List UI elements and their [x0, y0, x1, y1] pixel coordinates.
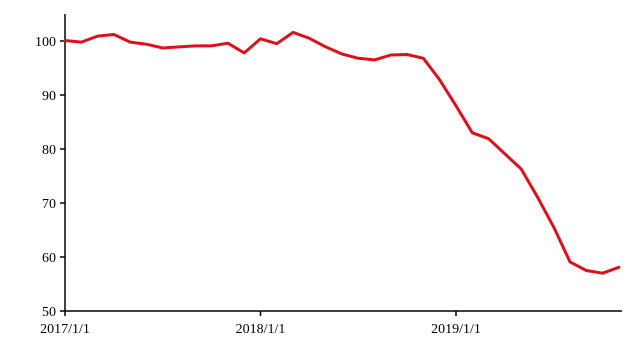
x-tick-label: 2019/1/1 — [431, 322, 481, 337]
x-axis: 2017/1/1 2018/1/1 2019/1/1 — [40, 310, 622, 337]
y-tick-label: 50 — [42, 305, 56, 320]
x-tick-label: 2018/1/1 — [236, 322, 286, 337]
series-line — [63, 30, 621, 275]
y-tick-label: 60 — [42, 251, 56, 266]
y-tick-label: 100 — [35, 35, 56, 50]
y-axis: 50 60 70 80 90 100 — [35, 14, 66, 320]
series-layer — [63, 30, 621, 275]
x-tick-label: 2017/1/1 — [40, 322, 90, 337]
y-tick-label: 80 — [42, 143, 56, 158]
y-tick-label: 70 — [42, 197, 56, 212]
y-tick-label: 90 — [42, 89, 56, 104]
